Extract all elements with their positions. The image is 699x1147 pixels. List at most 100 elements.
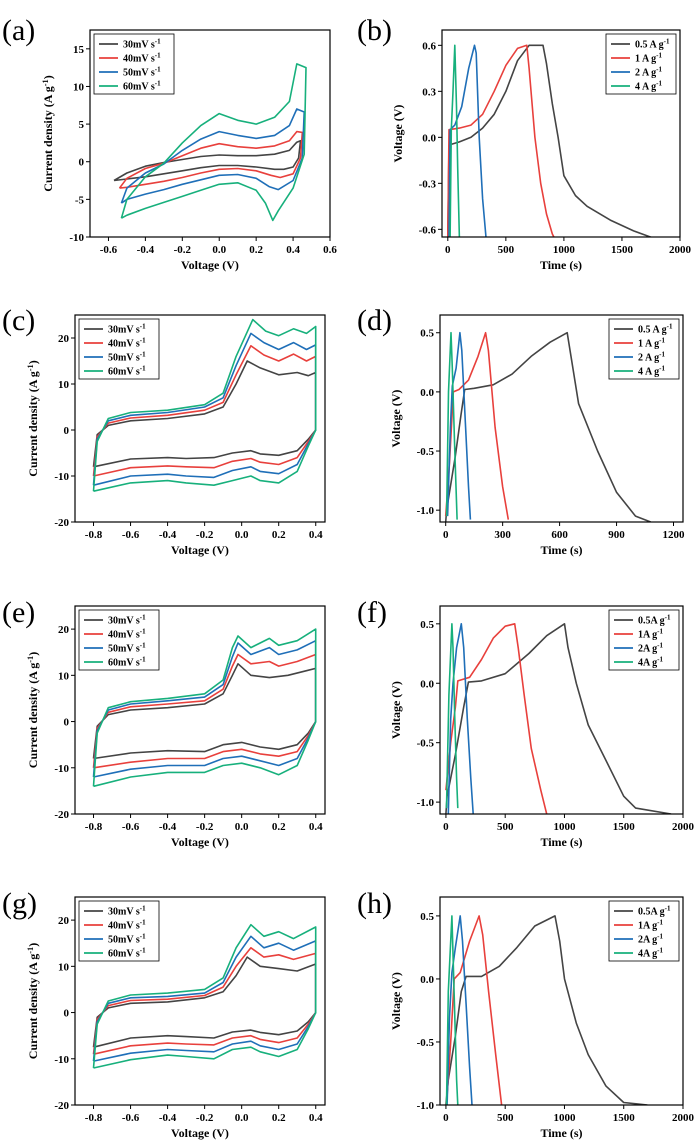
panel-b-ytick-label: 0.6 [422,40,436,52]
panel-c-xtick-label: 0.2 [272,529,286,541]
panel-f-series-3 [447,623,474,814]
panel-d: (d) 0 300 600 900 1200 -1.0 -0.5 0.0 0.5 Time (s) V… [357,304,685,557]
panel-f-xtick-label: 2000 [672,821,695,833]
panel-f-legend: 0.5A g-11A g-12A g-14A g-1 [608,609,680,671]
panel-a-xtick-label: -0.4 [137,244,155,256]
panel-b-xtick-label: 1000 [553,244,576,256]
panel-b-legend: 0.5 A g-11 A g-12 A g-14 A g-1 [605,33,677,95]
panel-g-series-4 [92,923,317,1069]
panel-e-legend-label: 60mV s-1 [108,656,146,669]
panel-a-ylabel: Current density (A g-1) [41,75,56,191]
panel-e-ytick-label: 20 [58,624,70,636]
panel-e-ylabel: Current density (A g-1) [26,652,41,768]
panel-e-legend-label: 30mV s-1 [108,614,146,627]
panel-g-label: (g) [2,887,37,920]
panel-e-xtick-label: -0.4 [159,821,177,833]
panel-d-xtick-label: 900 [608,529,625,541]
panel-f-xtick-label: 500 [497,821,514,833]
panel-a-series-3 [120,108,305,204]
panel-h-legend: 0.5A g-11A g-12A g-14A g-1 [608,900,680,962]
panel-g-legend-label: 60mV s-1 [108,947,146,960]
panel-c-ytick-label: -10 [54,471,69,483]
panel-g-xtick-label: -0.4 [159,1112,177,1124]
panel-h-legend-label: 1A g-1 [638,919,664,932]
panel-c-series-2 [92,345,317,477]
panel-a-ytick-label: -10 [69,232,84,244]
panel-g-legend-label: 50mV s-1 [108,933,146,946]
panel-g-ylabel: Current density (A g-1) [26,943,41,1059]
panel-f-ytick-label: -1.0 [417,797,435,809]
panel-g-ytick-label: 20 [58,915,70,927]
panel-a-xtick-label: 0.2 [249,244,263,256]
panel-c-legend-label: 30mV s-1 [108,323,146,336]
panel-a-frame [89,29,331,238]
panel-b: (b) 0 500 1000 1500 2000 -0.6 -0.3 0.0 0.3 0.6 Time… [357,14,692,272]
panel-f-frame [439,605,684,815]
panel-c-xtick-label: -0.4 [159,529,177,541]
panel-a-ytick-label: -5 [75,194,85,206]
panel-c-label: (c) [2,304,35,337]
panel-a-series-2 [118,130,304,189]
panel-d-ytick-label: 0.0 [420,387,434,399]
panel-b-series-4 [449,44,461,237]
panel-d-series-3 [446,331,472,520]
panel-g-xtick-label: -0.8 [85,1112,103,1124]
panel-a-legend-label: 60mV s-1 [123,80,161,93]
panel-h: (h) 0 500 1000 1500 2000 -1.0 -0.5 0.0 0.5 Time (s… [357,887,695,1140]
panel-a-ytick-label: 10 [73,81,85,93]
panel-c-ytick-label: 10 [58,379,70,391]
panel-b-frame [441,29,681,238]
panel-d-xtick-label: 600 [551,529,568,541]
panel-d-xtick-label: 300 [494,529,511,541]
panel-b-ytick-label: 0.3 [422,86,436,98]
panel-d-legend-label: 2 A g-1 [638,351,665,364]
panel-g-legend-label: 30mV s-1 [108,905,146,918]
panel-d-ytick-label: 0.5 [420,328,434,340]
panel-g: (g) -0.8 -0.6 -0.4 -0.2 0.0 0.2 0.4 -20 -10 0 10 20 V… [2,887,326,1140]
panel-f-legend-label: 1A g-1 [638,628,664,641]
panel-c-ytick-label: 20 [58,333,70,345]
panel-a-series-1 [113,139,302,182]
panel-c-xtick-label: 0.4 [309,529,323,541]
panel-e-xtick-label: -0.8 [85,821,103,833]
panel-c-xtick-label: -0.8 [85,529,103,541]
panel-d-frame [439,314,684,523]
panel-g-frame [74,896,326,1106]
panel-e-xtick-label: -0.6 [122,821,140,833]
panel-g-xtick-label: 0.4 [309,1112,323,1124]
panel-a-ytick-label: 15 [73,44,85,56]
panel-b-xlabel: Time (s) [540,258,582,272]
panel-a-xtick-label: -0.6 [100,244,118,256]
panel-h-series-1 [445,915,648,1105]
panel-d-series-4 [445,331,458,520]
panel-a-xlabel: Voltage (V) [181,258,239,272]
panel-d-series-2 [444,331,510,520]
panel-a-legend-label: 30mV s-1 [123,38,161,51]
panel-c-series-3 [92,332,317,486]
panel-e-label: (e) [2,596,35,629]
panel-h-xtick-label: 1500 [613,1112,636,1124]
panel-c-frame [74,314,326,523]
panel-f-legend-label: 0.5A g-1 [638,614,671,627]
panel-h-xlabel: Time (s) [540,1126,582,1140]
panel-b-ylabel: Voltage (V) [391,105,405,163]
panel-h-xtick-label: 2000 [672,1112,695,1124]
panel-e-ytick-label: -20 [54,809,69,821]
panel-e-xtick-label: 0.4 [309,821,323,833]
panel-e-xtick-label: -0.2 [196,821,214,833]
panel-e-xtick-label: 0.2 [272,821,286,833]
panel-f-xtick-label: 1000 [553,821,576,833]
panel-d-legend-label: 0.5 A g-1 [638,323,673,336]
panel-e-frame [74,605,326,815]
panel-b-xtick-label: 2000 [669,244,692,256]
panel-e-xtick-label: 0.0 [235,821,249,833]
panel-f-ytick-label: 0.5 [420,619,434,631]
panel-d-ylabel: Voltage (V) [389,390,403,448]
panel-e-ytick-label: -10 [54,763,69,775]
panel-d-ytick-label: -1.0 [417,505,435,517]
panel-h-legend-label: 2A g-1 [638,933,664,946]
panel-e-ytick-label: 0 [64,717,70,729]
